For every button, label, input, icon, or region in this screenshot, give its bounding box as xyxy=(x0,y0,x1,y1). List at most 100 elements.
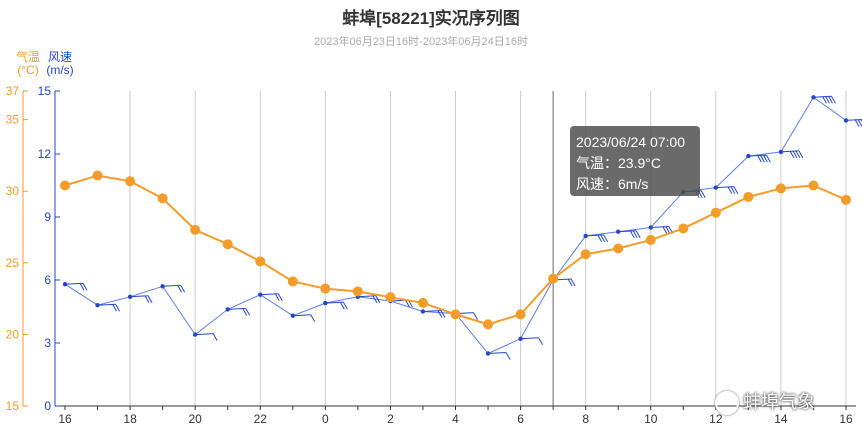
wind-barb xyxy=(780,150,804,159)
wind-barb xyxy=(227,307,251,316)
wind-barb xyxy=(618,230,641,238)
wind-barb xyxy=(260,293,283,301)
wind-point xyxy=(127,294,133,299)
wind-barb xyxy=(64,282,88,291)
x-tick-label: 4 xyxy=(452,412,459,426)
temp-tick-label: 20 xyxy=(6,327,20,341)
wechat-icon xyxy=(715,391,739,416)
wind-point xyxy=(62,282,68,287)
wind-tick-label: 3 xyxy=(44,336,51,350)
temp-point xyxy=(645,234,656,245)
temp-axis-name: 气温 (°C) xyxy=(8,51,48,77)
x-tick-label: 16 xyxy=(58,412,72,426)
wind-barb xyxy=(715,186,739,194)
x-tick-label: 16 xyxy=(839,412,853,426)
x-tick-label: 14 xyxy=(774,412,788,426)
temp-point xyxy=(808,180,819,191)
x-tick-label: 22 xyxy=(254,412,268,426)
temp-point xyxy=(841,194,851,205)
wind-axis-label: 风速 xyxy=(47,50,72,64)
wind-point xyxy=(746,153,751,159)
x-tick-label: 8 xyxy=(582,412,589,426)
tooltip-wind: 风速：6m/s xyxy=(576,176,649,192)
temp-tick-label: 15 xyxy=(6,399,20,413)
wind-point xyxy=(616,229,621,234)
x-tick-label: 20 xyxy=(188,412,202,426)
watermark-text: 蚌埠气象 xyxy=(743,392,815,412)
temp-point xyxy=(222,239,233,250)
wind-point xyxy=(713,185,719,190)
wind-barb xyxy=(585,234,609,243)
temp-tick-label: 30 xyxy=(6,184,20,198)
temp-axis-unit: (°C) xyxy=(17,63,39,77)
wind-barb xyxy=(813,95,836,104)
wind-barb xyxy=(162,284,186,293)
wind-axis-name: 风速 (m/s) xyxy=(40,51,80,77)
x-tick-label: 18 xyxy=(123,412,137,426)
wind-point xyxy=(485,351,491,356)
wind-barb xyxy=(845,119,862,127)
temp-point xyxy=(352,286,363,297)
wind-tick-label: 0 xyxy=(44,399,51,413)
temp-tick-label: 35 xyxy=(6,113,20,127)
chart-title: 蚌埠[58221]实况序列图 xyxy=(342,9,520,28)
wind-point xyxy=(258,292,263,297)
wind-point xyxy=(192,332,198,337)
wind-point xyxy=(648,225,653,230)
temp-tick-label: 37 xyxy=(6,84,20,98)
wind-barb xyxy=(357,295,381,304)
wind-tick-label: 15 xyxy=(38,84,52,98)
temp-point xyxy=(157,193,168,204)
wind-barb xyxy=(650,226,674,234)
temp-point xyxy=(60,180,70,191)
wind-tick-label: 6 xyxy=(44,273,51,287)
wind-barb xyxy=(130,295,153,304)
temp-point xyxy=(483,319,494,330)
wind-barb xyxy=(325,301,348,310)
temp-point xyxy=(613,243,624,254)
temp-point xyxy=(580,249,591,260)
temp-point xyxy=(287,276,298,287)
wind-point xyxy=(583,233,588,239)
wind-point xyxy=(225,307,230,312)
temp-point xyxy=(743,191,754,202)
temp-axis-label: 气温 xyxy=(15,50,40,64)
wind-tick-label: 9 xyxy=(44,210,51,224)
temp-point xyxy=(92,170,103,181)
temp-point xyxy=(385,292,396,303)
watermark: 蚌埠气象 xyxy=(715,388,815,416)
wind-point xyxy=(518,336,523,341)
wind-point xyxy=(290,313,295,318)
temp-point xyxy=(320,283,331,294)
temp-point xyxy=(548,273,559,284)
x-tick-label: 2 xyxy=(387,412,394,426)
wind-barb xyxy=(488,352,511,360)
wind-barb xyxy=(748,154,771,163)
wind-barb xyxy=(292,314,316,322)
wind-point xyxy=(323,300,328,306)
wind-barb xyxy=(520,337,544,346)
x-tick-label: 6 xyxy=(517,412,524,426)
wind-point xyxy=(778,149,784,155)
chart-subtitle: 2023年06月23日16时-2023年06月24日16时 xyxy=(313,36,529,48)
wind-point xyxy=(160,284,165,289)
temp-point xyxy=(255,256,266,267)
temp-point xyxy=(775,183,786,194)
temp-point xyxy=(125,176,136,187)
wind-point xyxy=(420,309,426,314)
wind-point xyxy=(811,95,816,100)
wind-tick-label: 12 xyxy=(38,147,52,161)
wind-barb xyxy=(422,310,446,318)
temp-point xyxy=(417,297,428,308)
wind-point xyxy=(843,118,849,123)
temp-point xyxy=(710,207,721,218)
x-tick-label: 0 xyxy=(322,412,329,426)
temp-point xyxy=(450,309,461,320)
temp-point xyxy=(515,309,526,320)
x-tick-label: 10 xyxy=(644,412,658,426)
wind-point xyxy=(95,303,100,308)
temp-point xyxy=(190,224,201,235)
tooltip-temp: 气温：23.9°C xyxy=(576,155,661,171)
wind-barb xyxy=(195,333,218,341)
